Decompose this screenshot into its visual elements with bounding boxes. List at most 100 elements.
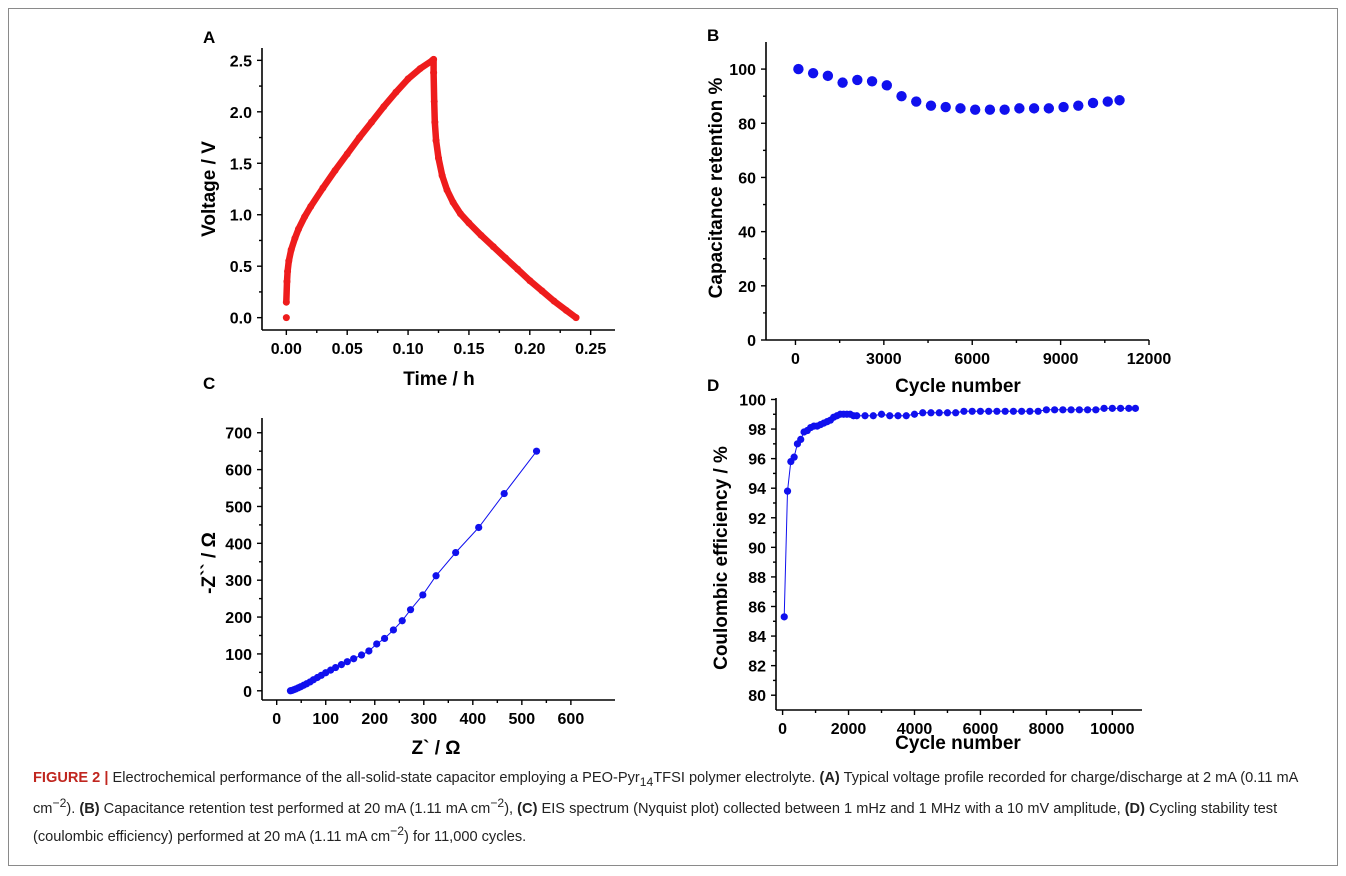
y-tick-label: 82 [748, 659, 766, 676]
data-point [526, 277, 534, 285]
y-tick-label: 100 [739, 392, 766, 409]
x-tick-label: 400 [459, 711, 486, 728]
data-point [869, 412, 877, 420]
data-point [780, 613, 788, 621]
data-point [500, 489, 508, 498]
x-tick-label: 0.00 [271, 341, 302, 358]
y-tick-label: 500 [225, 499, 252, 516]
data-point [919, 409, 927, 417]
data-point [886, 412, 894, 420]
data-point [940, 101, 951, 113]
y-tick-label: 100 [225, 647, 252, 664]
data-point [465, 219, 473, 227]
y-tick-label: 2.0 [230, 105, 252, 122]
x-tick-label: 300 [410, 711, 437, 728]
panel-c: C 0 100 200 300 400 500 600 0 100 200 300 400 500 600 7… [199, 374, 615, 759]
series-d-0 [780, 404, 1140, 621]
x-axis-title: Cycle number [895, 733, 1021, 754]
data-point [489, 243, 497, 251]
caption-text-9: ) for 11,000 cycles. [404, 828, 527, 845]
y-tick-label: 300 [225, 573, 252, 590]
data-point [282, 298, 290, 306]
data-point [1051, 406, 1059, 414]
caption-sub-1: 14 [639, 774, 654, 789]
data-point [389, 626, 397, 634]
data-point [284, 267, 292, 275]
y-tick-label: 0 [747, 333, 756, 350]
data-point [1059, 406, 1067, 414]
series-c-0 [286, 447, 541, 695]
data-point [1073, 100, 1084, 111]
panel-letter: D [707, 376, 719, 395]
y-tick-label: 700 [225, 426, 252, 443]
data-point [927, 409, 935, 417]
y-tick-label: 96 [748, 452, 766, 469]
data-point [1028, 103, 1040, 114]
data-point [406, 606, 415, 614]
y-tick-label: 1.5 [230, 156, 252, 173]
x-tick-label: 0.05 [332, 341, 363, 358]
x-tick-label: 6000 [963, 721, 999, 738]
y-tick-label: 90 [748, 540, 766, 557]
caption-label: FIGURE 2 | [33, 770, 109, 786]
data-point [985, 407, 993, 415]
y-axis-title: -Z`` / Ω [199, 532, 220, 594]
panel-letter: B [707, 26, 719, 45]
data-point [960, 407, 968, 415]
data-point [282, 314, 290, 322]
caption-text-1: Electrochemical performance of the all-s… [108, 770, 640, 786]
x-tick-label: 9000 [1043, 351, 1079, 368]
x-tick-label: 0.25 [575, 341, 606, 358]
caption-text-6: ), [504, 801, 518, 818]
data-point [881, 80, 892, 91]
data-point [295, 225, 303, 233]
caption-text-4: ). [66, 801, 80, 818]
caption-ref-a: (A) [819, 770, 840, 786]
data-point [1131, 404, 1140, 412]
data-point [430, 98, 438, 106]
x-tick-label: 0.10 [392, 341, 423, 358]
data-point [877, 410, 886, 418]
data-point [968, 407, 976, 415]
caption-text-2: TFSI polymer electrolyte. [653, 770, 820, 786]
panel-letter: A [203, 28, 215, 47]
y-tick-label: 0.0 [230, 311, 252, 328]
data-point [1026, 407, 1034, 415]
data-point [894, 412, 902, 420]
data-point [976, 407, 985, 415]
data-point [783, 487, 792, 495]
data-point [911, 96, 922, 107]
data-point [449, 198, 457, 206]
data-point [368, 118, 376, 126]
x-axis-title: Cycle number [895, 376, 1021, 397]
caption-text-8: Cycling stability test (coulombic effici… [33, 801, 1278, 845]
data-point [1001, 407, 1009, 415]
data-point [291, 234, 299, 242]
data-point [285, 257, 293, 265]
data-point [477, 231, 485, 239]
y-tick-label: 80 [738, 116, 756, 133]
data-point [1075, 406, 1083, 414]
x-tick-label: 10000 [1090, 721, 1135, 738]
data-point [355, 134, 363, 142]
x-tick-label: 200 [361, 711, 388, 728]
data-point [853, 412, 861, 420]
data-point [416, 65, 424, 73]
panel-a: A 0.00 0.05 0.10 0.15 0.20 0.25 0.0 0.5 1.0 1.5 2.0… [199, 28, 615, 390]
data-point [999, 104, 1010, 115]
data-point [380, 634, 389, 643]
data-point [380, 103, 388, 111]
data-point [475, 523, 483, 532]
data-point [1116, 404, 1125, 412]
x-tick-label: 2000 [831, 721, 867, 738]
data-point [319, 184, 327, 192]
x-tick-label: 6000 [954, 351, 990, 368]
data-point [1014, 103, 1025, 114]
x-tick-label: 3000 [866, 351, 902, 368]
y-tick-label: 80 [748, 688, 766, 705]
data-point [1102, 96, 1113, 107]
x-tick-label: 4000 [897, 721, 933, 738]
x-tick-label: 12000 [1127, 351, 1172, 368]
data-point [1042, 406, 1050, 414]
